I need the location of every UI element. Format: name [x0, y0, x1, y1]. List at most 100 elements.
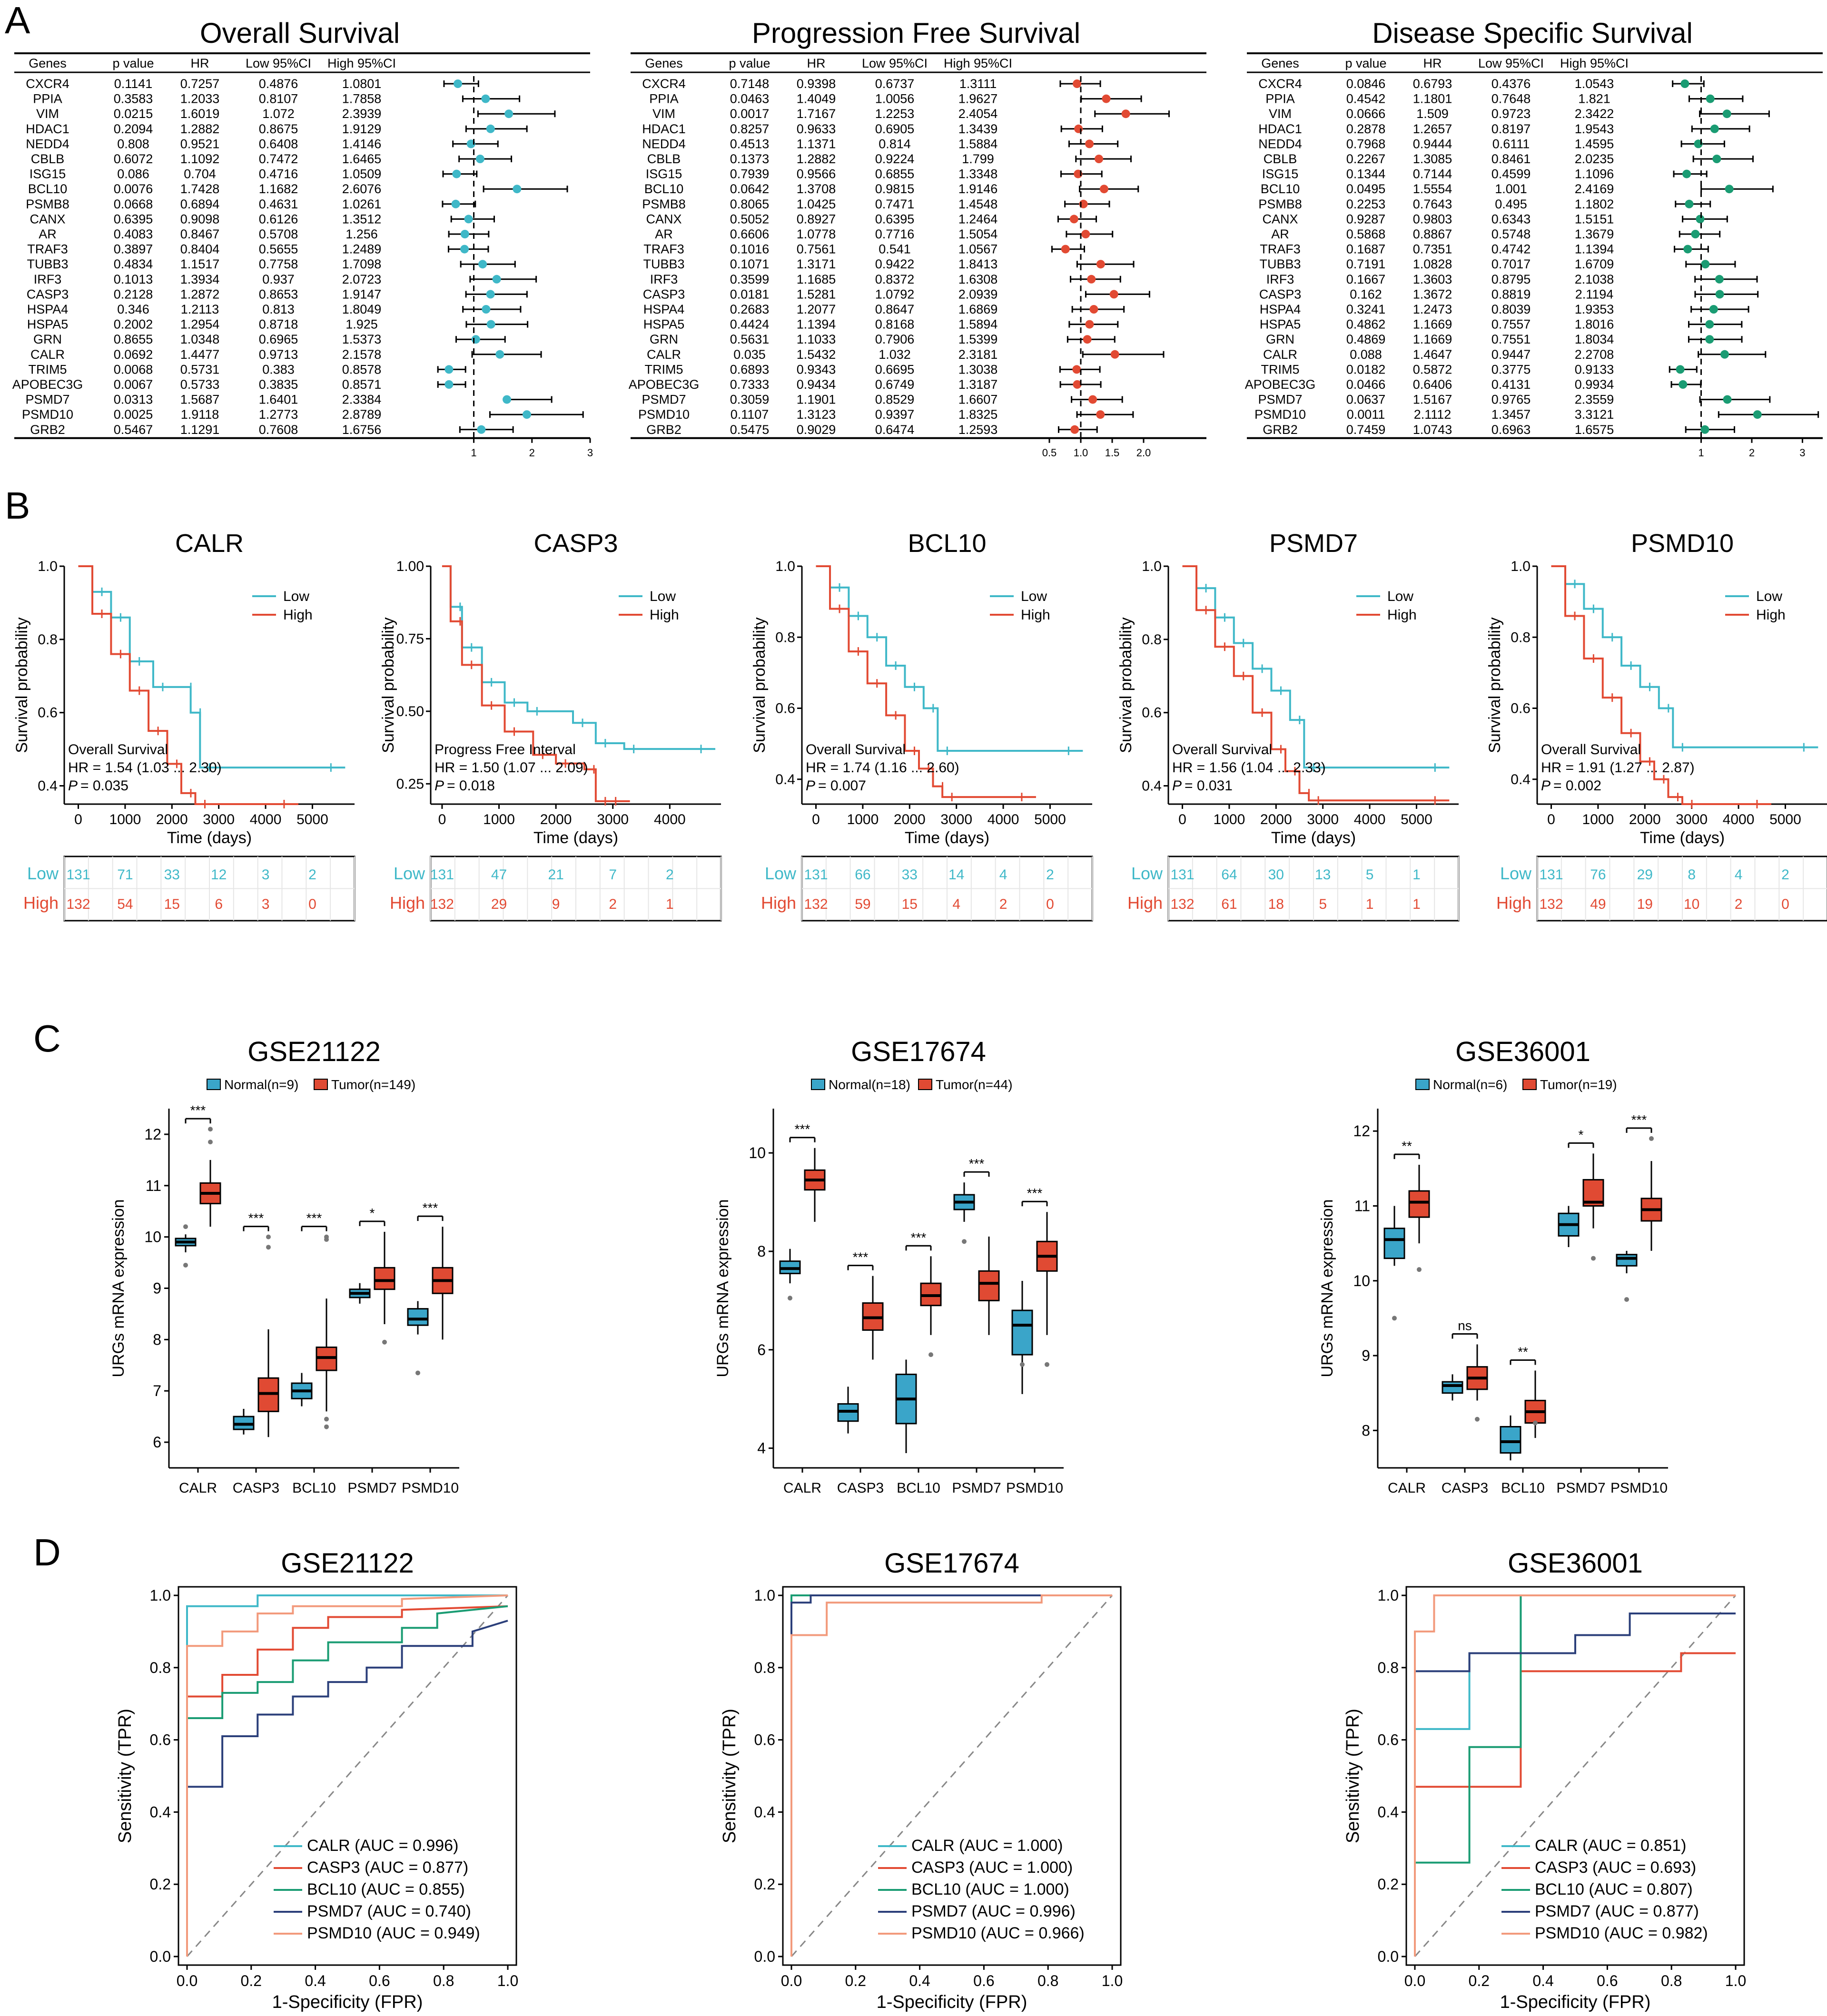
stat-value: 2.0723 — [342, 272, 382, 286]
gene-name: NEDD4 — [1258, 137, 1302, 151]
hr-point — [482, 305, 491, 314]
stat-value: 1.1517 — [180, 257, 220, 271]
outlier-point — [266, 1234, 271, 1239]
stat-value: 0.2683 — [730, 302, 770, 316]
significance-label: *** — [795, 1122, 810, 1137]
legend-label-normal: Normal(n=6) — [1433, 1077, 1507, 1092]
x-tick-label: 0.8 — [433, 1972, 454, 1989]
y-axis-label: Survival probability — [13, 617, 31, 753]
x-tick-label: 1 — [1698, 447, 1704, 459]
outlier-point — [183, 1262, 188, 1268]
stat-value: 0.8795 — [1491, 272, 1531, 286]
x-tick-label: 5000 — [1401, 812, 1432, 827]
stat-value: 0.5475 — [730, 423, 770, 437]
risk-count-high: 132 — [66, 896, 90, 912]
x-tick-label: PSMD10 — [1006, 1480, 1063, 1496]
column-header: High 95%CI — [327, 56, 396, 70]
y-tick-label: 0.4 — [1142, 778, 1162, 794]
stat-value: 0.9934 — [1575, 377, 1614, 392]
gene-name: ISG15 — [30, 167, 66, 181]
stat-value: 0.6965 — [259, 332, 298, 346]
forest-title: Overall Survival — [200, 17, 400, 49]
gene-name: IRF3 — [650, 272, 678, 286]
stat-value: 0.6894 — [180, 197, 220, 211]
km-p-label: P — [1172, 778, 1182, 794]
hr-point — [1121, 109, 1130, 118]
risk-count-high: 2 — [609, 896, 617, 912]
gene-name: APOBEC3G — [12, 377, 83, 392]
hr-point — [1096, 410, 1105, 419]
km-title: CASP3 — [533, 529, 618, 558]
stat-value: 2.1112 — [1414, 407, 1452, 422]
risk-count-high: 132 — [804, 896, 828, 912]
risk-row-label-high: High — [1127, 893, 1163, 913]
stat-value: 2.0235 — [1575, 152, 1614, 166]
stat-value: 1.2033 — [180, 92, 220, 106]
x-tick-label: 0.4 — [909, 1972, 930, 1989]
risk-count-low: 76 — [1590, 867, 1606, 883]
stat-value: 3.3121 — [1575, 407, 1614, 422]
risk-count-high: 18 — [1268, 896, 1284, 912]
significance-label: * — [370, 1206, 375, 1220]
y-tick-label: 10 — [749, 1144, 766, 1161]
gene-name: NEDD4 — [642, 137, 686, 151]
stat-value: 0.9803 — [1413, 212, 1452, 226]
y-tick-label: 1.0 — [150, 1587, 171, 1604]
hr-point — [444, 365, 454, 374]
diagonal-reference — [1414, 1595, 1737, 1957]
stat-value: 2.2708 — [1575, 347, 1614, 362]
stat-value: 0.5731 — [180, 362, 220, 376]
stat-value: 0.9444 — [1413, 137, 1452, 151]
stat-value: 0.4513 — [730, 137, 770, 151]
column-header: p value — [1345, 56, 1386, 70]
gene-name: APOBEC3G — [629, 377, 700, 392]
stat-value: 0.1373 — [730, 152, 770, 166]
risk-row-label-high: High — [1496, 893, 1531, 913]
hr-point — [1753, 410, 1762, 419]
panel-letter-A: A — [5, 0, 30, 41]
risk-count-low: 71 — [117, 867, 133, 883]
stat-value: 1.3934 — [180, 272, 220, 286]
stat-value: 1.9147 — [342, 287, 382, 301]
y-tick-label: 0.8 — [1378, 1659, 1399, 1676]
hr-point — [1096, 260, 1105, 269]
x-tick-label: 3000 — [1676, 812, 1708, 827]
stat-value: 1.2113 — [181, 302, 219, 316]
roc-curve — [186, 1605, 508, 1957]
y-axis-label: Sensitivity (TPR) — [1343, 1709, 1363, 1843]
km-p-value: = 0.007 — [818, 778, 866, 794]
column-header: Genes — [645, 56, 683, 70]
stat-value: 0.8372 — [875, 272, 915, 286]
y-tick-label: 1.0 — [1142, 559, 1162, 574]
legend-label: BCL10 (AUC = 0.807) — [1535, 1880, 1693, 1898]
x-tick-label: 1000 — [1582, 812, 1614, 827]
x-tick-label: 0.4 — [1532, 1972, 1553, 1989]
gene-name: APOBEC3G — [1245, 377, 1316, 392]
y-tick-label: 6 — [153, 1434, 161, 1451]
forest-title: Disease Specific Survival — [1372, 17, 1693, 49]
stat-value: 1.0509 — [342, 167, 382, 181]
x-tick-label: 0 — [812, 812, 820, 827]
gene-name: CANX — [646, 212, 681, 226]
legend-label-high: High — [1021, 607, 1050, 623]
box-normal — [1500, 1426, 1521, 1454]
hr-point — [1073, 380, 1082, 389]
stat-value: 0.7758 — [259, 257, 298, 271]
legend-label-low: Low — [283, 589, 309, 604]
stat-value: 2.4054 — [958, 107, 998, 121]
stat-value: 0.4742 — [1491, 242, 1531, 256]
y-tick-label: 4 — [757, 1440, 766, 1457]
risk-count-high: 0 — [308, 896, 316, 912]
x-tick-label: PSMD10 — [1610, 1480, 1668, 1496]
x-tick-label: 2000 — [540, 812, 572, 827]
hr-point — [471, 335, 480, 344]
stat-value: 1.2464 — [958, 212, 998, 226]
stat-value: 1.3187 — [958, 377, 998, 392]
stat-value: 0.9447 — [1491, 347, 1531, 362]
gene-name: GRN — [650, 332, 678, 346]
risk-row-label-low: Low — [765, 864, 797, 883]
stat-value: 1.3085 — [1413, 152, 1452, 166]
outlier-point — [266, 1245, 271, 1250]
y-axis-label: Sensitivity (TPR) — [115, 1709, 135, 1843]
outlier-point — [1392, 1316, 1397, 1321]
